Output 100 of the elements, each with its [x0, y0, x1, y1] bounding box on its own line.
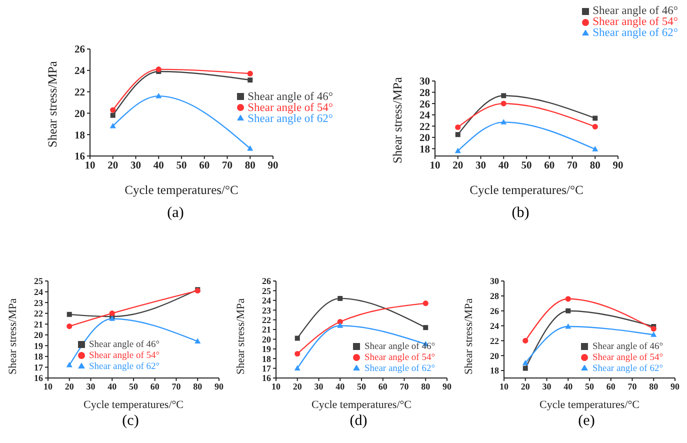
legend-label: Shear angle of 46° — [89, 340, 160, 350]
x-axis-title: Cycle temperatures/°C — [124, 183, 238, 197]
legend-label: Shear angle of 54° — [248, 102, 333, 114]
y-tick-label: 20 — [490, 350, 500, 361]
x-tick-label: 30 — [476, 160, 486, 172]
x-tick-label: 90 — [442, 381, 452, 392]
point — [522, 366, 528, 371]
point — [423, 325, 428, 330]
point — [455, 124, 461, 130]
y-tick-label: 16 — [262, 373, 272, 384]
y-tick-label: 24 — [34, 286, 44, 297]
y-tick-label: 23 — [262, 305, 272, 316]
x-tick-label: 40 — [336, 381, 346, 392]
x-axis-title: Cycle temperatures/°C — [470, 183, 584, 197]
point — [294, 336, 300, 341]
point — [109, 310, 115, 316]
x-tick-label: 40 — [564, 381, 574, 392]
x-tick-label: 20 — [64, 381, 74, 392]
point — [501, 93, 506, 98]
point — [650, 332, 657, 337]
y-tick-label: 28 — [490, 291, 500, 302]
y-tick-label: 21 — [262, 324, 272, 335]
x-tick-label: 30 — [542, 381, 552, 392]
legend-label: Shear angle of 62° — [364, 364, 435, 374]
y-tick-label: 26 — [420, 99, 430, 110]
y-tick-label: 18 — [74, 130, 85, 142]
text: (a) — [166, 204, 185, 222]
y-tick-label: 20 — [74, 108, 85, 120]
y-tick-label: 16 — [74, 152, 85, 163]
y-tick-label: 25 — [262, 286, 272, 296]
y-tick-label: 25 — [34, 276, 44, 286]
point — [500, 100, 506, 106]
y-tick-label: 20 — [34, 330, 44, 340]
x-tick-label: 20 — [452, 160, 464, 172]
point — [110, 107, 116, 113]
text: (b) — [510, 204, 530, 222]
y-tick-label: 24 — [74, 66, 86, 78]
x-tick-label: 80 — [421, 381, 431, 392]
x-tick-label: 90 — [612, 160, 624, 172]
x-tick-label: 80 — [193, 381, 203, 392]
y-tick-label: 22 — [34, 308, 44, 319]
text: (c) — [121, 412, 140, 430]
y-tick-label: 20 — [262, 334, 272, 344]
x-tick-label: 70 — [172, 381, 182, 392]
y-tick-label: 19 — [262, 344, 272, 354]
y-tick-label: 19 — [34, 340, 44, 351]
point — [500, 118, 507, 124]
y-tick-label: 21 — [34, 319, 44, 330]
legend-label: Shear angle of 54° — [592, 16, 678, 28]
point — [565, 323, 572, 329]
x-tick-label: 50 — [585, 381, 594, 392]
x-tick-label: 10 — [84, 160, 96, 172]
y-tick-label: 24 — [490, 320, 500, 331]
x-tick-label: 60 — [150, 381, 160, 392]
y-tick-label: 30 — [490, 276, 500, 286]
text: (d) — [348, 412, 368, 430]
x-tick-label: 40 — [498, 160, 509, 172]
point — [338, 296, 343, 301]
point — [110, 112, 116, 118]
legend-label: Shear angle of 62° — [592, 27, 678, 39]
y-tick-label: 18 — [490, 366, 500, 376]
y-tick-label: 18 — [262, 354, 272, 364]
x-tick-label: 20 — [520, 381, 530, 392]
x-tick-label: 70 — [400, 381, 410, 392]
y-tick-label: 24 — [420, 110, 431, 122]
y-tick-label: 26 — [74, 44, 85, 56]
x-tick-label: 60 — [544, 160, 555, 172]
x-axis-title: Cycle temperatures/°C — [83, 399, 184, 411]
x-tick-label: 20 — [292, 381, 302, 392]
x-tick-label: 80 — [244, 160, 256, 172]
y-axis-title: Shear stress/MPa — [6, 298, 19, 374]
legend-label: Shear angle of 54° — [592, 353, 663, 363]
x-tick-label: 60 — [199, 160, 210, 172]
y-tick-label: 22 — [262, 314, 272, 325]
x-axis-title: Cycle temperatures/°C — [539, 399, 640, 411]
x-tick-label: 30 — [130, 160, 141, 172]
x-tick-label: 60 — [606, 381, 616, 392]
y-tick-label: 26 — [490, 306, 500, 316]
legend-label: Shear angle of 62° — [89, 362, 160, 372]
x-tick-label: 50 — [357, 381, 366, 392]
x-tick-label: 30 — [314, 381, 324, 392]
point — [565, 296, 571, 302]
y-tick-label: 17 — [34, 362, 44, 372]
x-tick-label: 50 — [521, 160, 532, 172]
legend-label: Shear angle of 62° — [248, 112, 333, 125]
legend-label: Shear angle of 46° — [592, 342, 663, 352]
y-tick-label: 22 — [74, 88, 85, 99]
x-tick-label: 90 — [268, 160, 278, 172]
x-tick-label: 40 — [108, 381, 118, 392]
point — [522, 338, 528, 344]
legend-label: Shear angle of 46° — [364, 342, 435, 352]
point — [592, 146, 598, 152]
y-axis-title: Shear stress/MPa — [45, 60, 60, 148]
y-tick-label: 28 — [420, 88, 430, 100]
y-tick-label: 26 — [262, 276, 272, 286]
point — [156, 92, 162, 98]
x-tick-label: 50 — [176, 160, 187, 172]
y-tick-label: 20 — [420, 133, 430, 144]
point — [294, 350, 300, 357]
legend-label: Shear angle of 54° — [89, 351, 160, 361]
